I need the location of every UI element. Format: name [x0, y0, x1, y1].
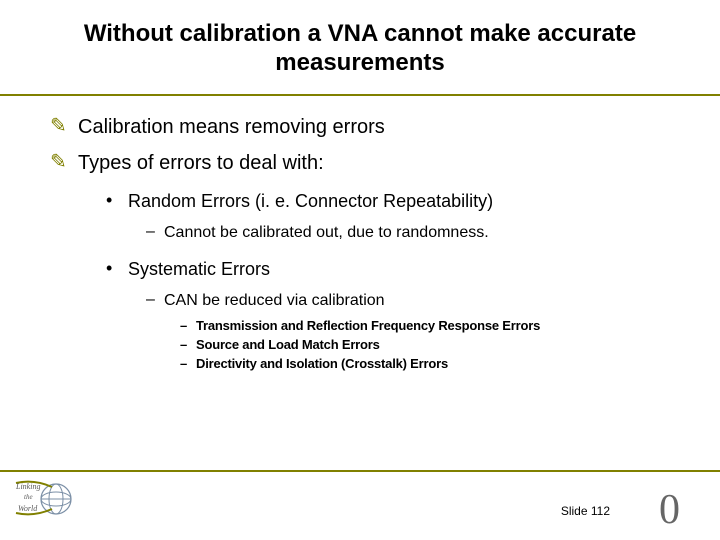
dot-icon: • — [106, 190, 128, 212]
logo-text-1: Linking — [15, 482, 40, 491]
bullet-item: ✎ Calibration means removing errors — [50, 114, 670, 140]
content-area: ✎ Calibration means removing errors ✎ Ty… — [0, 96, 720, 373]
dash-icon: – — [180, 337, 196, 352]
sub-bullet-text: Random Errors (i. e. Connector Repeatabi… — [128, 190, 493, 213]
dash-icon: – — [146, 223, 164, 241]
detail-item: – Directivity and Isolation (Crosstalk) … — [180, 356, 670, 373]
pencil-icon: ✎ — [50, 114, 78, 138]
dash-icon: – — [180, 356, 196, 371]
page-zero: 0 — [659, 486, 680, 534]
detail-item: – Source and Load Match Errors — [180, 337, 670, 354]
detail-text: Source and Load Match Errors — [196, 337, 380, 354]
dash-icon: – — [180, 318, 196, 333]
bullet-item: ✎ Types of errors to deal with: — [50, 150, 670, 176]
divider-bottom — [0, 470, 720, 472]
dash-icon: – — [146, 291, 164, 309]
footer: Linking the World Slide 112 0 — [0, 470, 720, 540]
slide-number: Slide 112 — [561, 504, 610, 518]
logo-text-2: the — [24, 493, 33, 501]
sub-sub-bullet-item: – Cannot be calibrated out, due to rando… — [146, 223, 670, 244]
dot-icon: • — [106, 258, 128, 280]
logo: Linking the World — [14, 475, 74, 526]
sub-bullet-text: Systematic Errors — [128, 258, 270, 281]
logo-text-3: World — [18, 504, 38, 513]
slide-title: Without calibration a VNA cannot make ac… — [0, 0, 720, 86]
bullet-text: Types of errors to deal with: — [78, 150, 324, 176]
sub-bullet-item: • Random Errors (i. e. Connector Repeata… — [106, 190, 670, 213]
bullet-text: Calibration means removing errors — [78, 114, 385, 140]
detail-text: Directivity and Isolation (Crosstalk) Er… — [196, 356, 448, 373]
sub-sub-bullet-item: – CAN be reduced via calibration — [146, 291, 670, 312]
sub-bullet-item: • Systematic Errors — [106, 258, 670, 281]
detail-text: Transmission and Reflection Frequency Re… — [196, 318, 540, 335]
sub-sub-bullet-text: Cannot be calibrated out, due to randomn… — [164, 223, 489, 244]
pencil-icon: ✎ — [50, 150, 78, 174]
sub-sub-bullet-text: CAN be reduced via calibration — [164, 291, 385, 312]
globe-icon: Linking the World — [14, 475, 74, 521]
detail-item: – Transmission and Reflection Frequency … — [180, 318, 670, 335]
